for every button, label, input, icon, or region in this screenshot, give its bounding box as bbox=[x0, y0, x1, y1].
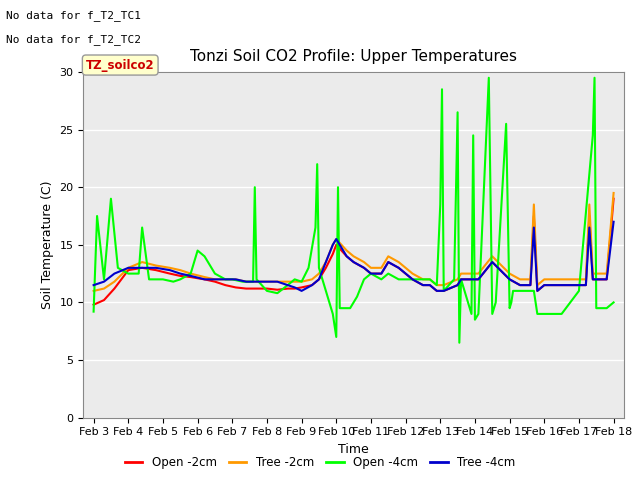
Text: TZ_soilco2: TZ_soilco2 bbox=[86, 59, 154, 72]
X-axis label: Time: Time bbox=[338, 443, 369, 456]
Tree -4cm bbox=[111, 271, 118, 276]
Tree -2cm bbox=[454, 276, 461, 282]
Open -2cm bbox=[440, 288, 447, 294]
Tree -4cm bbox=[124, 265, 132, 271]
Tree -4cm bbox=[298, 288, 305, 294]
Open -2cm bbox=[111, 286, 118, 291]
Open -4cm bbox=[322, 288, 330, 294]
Open -2cm bbox=[332, 242, 340, 248]
Tree -2cm bbox=[440, 282, 447, 288]
Tree -4cm bbox=[90, 282, 97, 288]
Text: No data for f_T2_TC1: No data for f_T2_TC1 bbox=[6, 10, 141, 21]
Line: Tree -4cm: Tree -4cm bbox=[93, 222, 614, 291]
Open -4cm bbox=[456, 340, 463, 346]
Tree -4cm bbox=[610, 219, 618, 225]
Legend: Open -2cm, Tree -2cm, Open -4cm, Tree -4cm: Open -2cm, Tree -2cm, Open -4cm, Tree -4… bbox=[120, 452, 520, 474]
Tree -4cm bbox=[457, 276, 465, 282]
Y-axis label: Soil Temperature (C): Soil Temperature (C) bbox=[41, 180, 54, 309]
Tree -2cm bbox=[332, 236, 340, 242]
Open -2cm bbox=[610, 196, 618, 202]
Tree -2cm bbox=[124, 265, 132, 271]
Open -2cm bbox=[263, 286, 271, 291]
Open -2cm bbox=[454, 282, 461, 288]
Open -4cm bbox=[211, 271, 219, 276]
Line: Open -4cm: Open -4cm bbox=[93, 78, 614, 343]
Line: Open -2cm: Open -2cm bbox=[93, 199, 614, 305]
Open -4cm bbox=[610, 300, 618, 305]
Line: Tree -2cm: Tree -2cm bbox=[93, 193, 614, 291]
Open -2cm bbox=[90, 302, 97, 308]
Open -4cm bbox=[485, 75, 493, 81]
Open -4cm bbox=[291, 276, 298, 282]
Tree -2cm bbox=[111, 279, 118, 285]
Open -4cm bbox=[332, 334, 340, 340]
Tree -2cm bbox=[610, 190, 618, 196]
Tree -4cm bbox=[343, 253, 351, 259]
Open -4cm bbox=[298, 279, 305, 285]
Title: Tonzi Soil CO2 Profile: Upper Temperatures: Tonzi Soil CO2 Profile: Upper Temperatur… bbox=[190, 49, 517, 64]
Tree -2cm bbox=[263, 279, 271, 285]
Open -4cm bbox=[90, 309, 97, 314]
Open -4cm bbox=[395, 276, 403, 282]
Tree -4cm bbox=[454, 282, 461, 288]
Open -2cm bbox=[124, 267, 132, 273]
Tree -4cm bbox=[263, 279, 271, 285]
Text: No data for f_T2_TC2: No data for f_T2_TC2 bbox=[6, 34, 141, 45]
Tree -2cm bbox=[90, 288, 97, 294]
